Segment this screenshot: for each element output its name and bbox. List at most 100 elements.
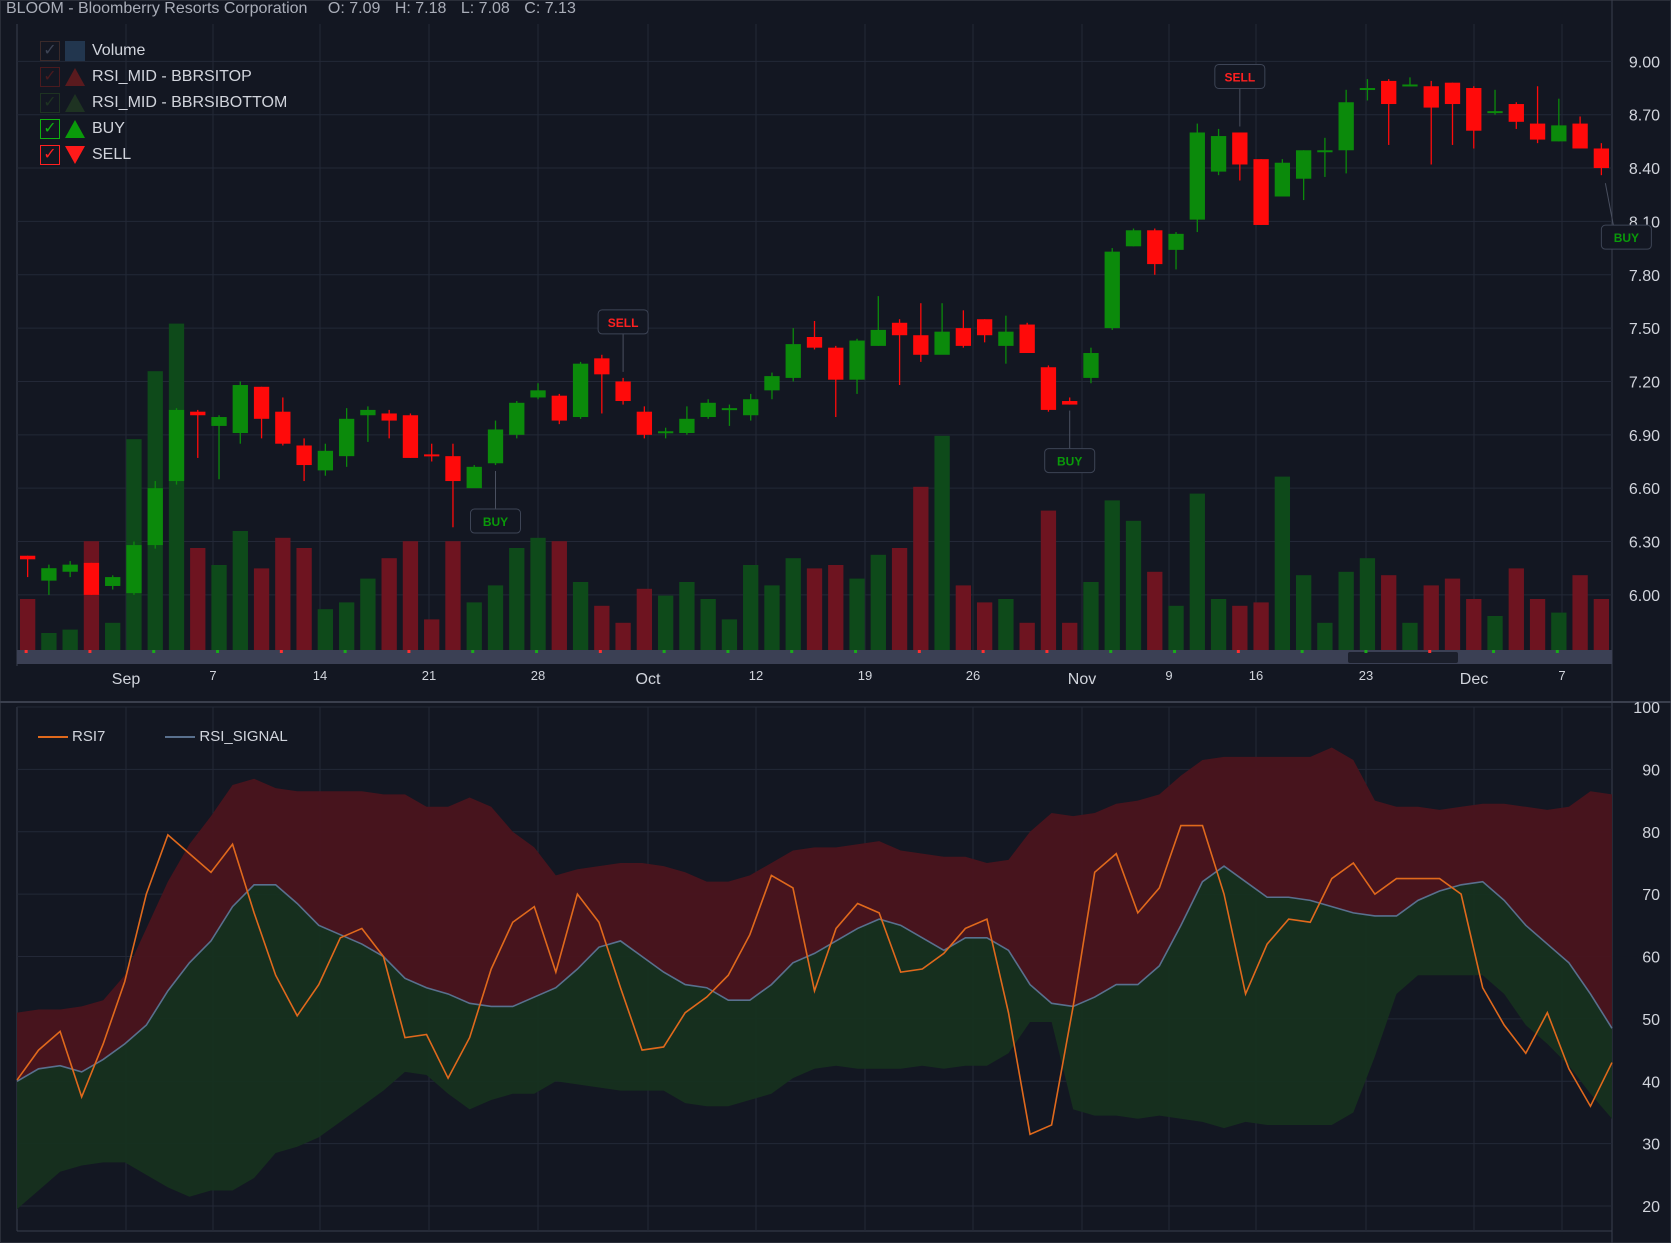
legend-item-volume[interactable]: ✓ Volume — [40, 38, 287, 64]
volume-bar — [1444, 578, 1461, 650]
date-tick-label: Dec — [1460, 671, 1488, 688]
signal-label: SELL — [608, 316, 639, 330]
signal-box — [470, 508, 521, 534]
rsi-tick-label: 50 — [1642, 1012, 1660, 1029]
buy-signal[interactable]: BUY — [1044, 410, 1096, 474]
volume-bar — [1104, 500, 1120, 650]
candle-down — [1147, 230, 1163, 265]
signal-dot — [407, 650, 411, 653]
candle-up — [1274, 162, 1291, 197]
signal-label: SELL — [1224, 70, 1255, 84]
volume-bar — [402, 541, 419, 650]
candle-down — [1593, 148, 1610, 169]
legend-item-rsi7[interactable]: RSI7 — [38, 728, 105, 745]
line-swatch-icon — [38, 735, 68, 738]
candle-up — [1551, 125, 1567, 142]
candle-down — [913, 335, 929, 355]
signal-leader — [1604, 183, 1614, 226]
volume-bar — [551, 541, 567, 650]
volume-bar — [232, 531, 248, 650]
price-tick-label: 6.60 — [1629, 481, 1660, 498]
volume-bar — [1466, 599, 1482, 650]
volume-bar — [976, 602, 993, 650]
candle-down — [1062, 401, 1078, 405]
volume-bar — [275, 537, 291, 650]
price-tick-label: 7.50 — [1629, 321, 1660, 338]
candle-up — [764, 376, 780, 391]
signal-dot — [88, 650, 92, 653]
candle-up — [1317, 150, 1333, 153]
volume-bar — [381, 558, 397, 650]
volume-bar — [1423, 585, 1439, 650]
candle-up — [700, 402, 716, 418]
triangle-up-icon — [64, 93, 86, 113]
volume-bar — [594, 605, 610, 650]
volume-bar — [487, 585, 504, 650]
candle-down — [615, 381, 631, 402]
volume-bar — [530, 537, 546, 650]
checkbox-icon[interactable]: ✓ — [40, 119, 60, 139]
volume-bar — [955, 585, 972, 650]
volume-bar — [360, 578, 376, 650]
candle-up — [466, 466, 482, 489]
checkbox-icon[interactable]: ✓ — [40, 41, 60, 61]
rsi-tick-label: 30 — [1642, 1137, 1660, 1154]
signal-dot — [662, 650, 666, 653]
low-value: L: 7.08 — [460, 0, 510, 17]
volume-bar — [849, 578, 865, 650]
candle-up — [530, 390, 546, 398]
date-tick-label: 21 — [422, 668, 436, 683]
rsi-tick-label: 20 — [1642, 1199, 1660, 1216]
buy-signal[interactable]: BUY — [1600, 183, 1652, 250]
date-tick-label: 19 — [858, 668, 872, 683]
legend-label: RSI7 — [72, 728, 106, 745]
legend-item-bbrsibottom[interactable]: ✓ RSI_MID - BBRSIBOTTOM — [40, 90, 287, 116]
date-tick-label: 23 — [1359, 668, 1373, 683]
checkbox-icon[interactable]: ✓ — [40, 93, 60, 113]
legend-item-buy[interactable]: ✓ BUY — [40, 116, 287, 142]
candle-up — [1189, 132, 1205, 220]
signal-dot — [790, 650, 794, 653]
candle-up — [849, 340, 865, 380]
rsi-tick-label: 40 — [1642, 1074, 1660, 1091]
rsi-tick-label: 60 — [1642, 950, 1660, 967]
rsi-tick-label: 70 — [1642, 887, 1660, 904]
volume-bar — [1019, 622, 1035, 650]
checkbox-icon[interactable]: ✓ — [40, 67, 60, 87]
candle-up — [934, 331, 950, 355]
candle-down — [955, 328, 972, 346]
candle-down — [296, 445, 312, 466]
candle-down — [1572, 123, 1588, 149]
candle-down — [1444, 82, 1461, 105]
scrollbar-thumb[interactable] — [1348, 652, 1458, 663]
legend-item-sell[interactable]: ✓ SELL — [40, 142, 287, 168]
candle-down — [402, 415, 419, 458]
ohlc-readout: O: 7.09 H: 7.18 L: 7.08 C: 7.13 — [328, 0, 586, 17]
date-tick-label: 9 — [1165, 668, 1172, 683]
legend-label: BUY — [92, 120, 125, 137]
volume-bar — [572, 582, 589, 650]
signal-dot — [1428, 650, 1432, 653]
price-tick-label: 8.70 — [1629, 108, 1660, 125]
sell-signal[interactable]: SELL — [597, 309, 649, 372]
candle-down — [1529, 123, 1546, 140]
time-scrollbar — [17, 650, 1612, 664]
open-value: O: 7.09 — [327, 0, 381, 17]
sell-signal[interactable]: SELL — [1214, 63, 1266, 127]
candle-down — [594, 358, 610, 375]
checkbox-icon[interactable]: ✓ — [40, 145, 60, 165]
legend-label: RSI_MID - BBRSITOP — [92, 68, 252, 85]
signal-dot — [1300, 650, 1304, 653]
price-tick-label: 6.30 — [1629, 535, 1660, 552]
candle-up — [721, 408, 738, 411]
volume-bar — [338, 602, 355, 650]
buy-signal[interactable]: BUY — [470, 471, 521, 534]
chart-header: BLOOM - Bloomberry Resorts Corporation O… — [6, 0, 602, 22]
signal-dot — [24, 650, 28, 653]
volume-bar — [764, 585, 780, 650]
legend-item-rsi-signal[interactable]: RSI_SIGNAL — [165, 728, 288, 745]
legend-item-bbrsitop[interactable]: ✓ RSI_MID - BBRSITOP — [40, 64, 287, 90]
signal-dot — [1045, 650, 1049, 653]
candle-up — [509, 402, 525, 435]
